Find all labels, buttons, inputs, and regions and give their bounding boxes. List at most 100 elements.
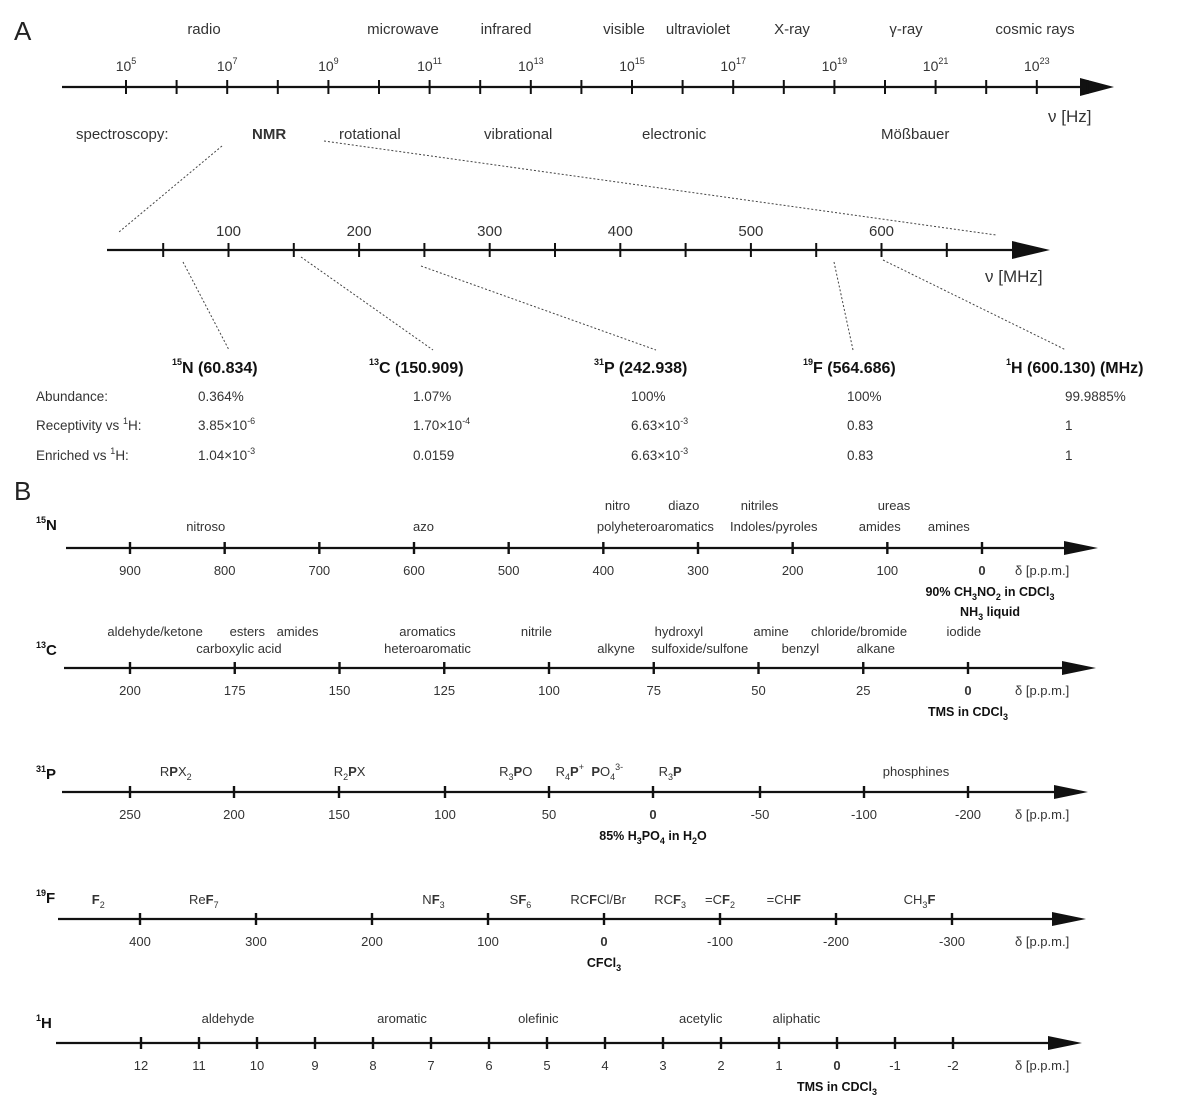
scale-axis-arrow xyxy=(1064,541,1098,555)
region-label-4: ultraviolet xyxy=(666,21,731,38)
scale-unit: δ [p.p.m.] xyxy=(1015,563,1069,578)
scale-axis-arrow xyxy=(1054,785,1088,799)
mhz-axis-tick-labels: 100 200 300 400 500 600 xyxy=(216,223,894,240)
scale-unit: δ [p.p.m.] xyxy=(1015,807,1069,822)
scale-tick-label: -100 xyxy=(707,934,733,949)
scale-tick-label: 11 xyxy=(192,1058,206,1073)
spectrum-region-labels: radio microwave infrared visible ultraviolet… xyxy=(187,21,1074,38)
shift-group-label: aldehyde xyxy=(202,1011,255,1026)
spectroscopy-electronic: electronic xyxy=(642,126,707,143)
table-cell: 1 xyxy=(1065,448,1073,463)
shift-group-label: PO43- xyxy=(591,762,623,782)
table-cell: 6.63×10-3 xyxy=(631,416,688,433)
shift-group-label: aromatic xyxy=(377,1011,427,1026)
hz-tick-label: 1017 xyxy=(720,56,746,74)
shift-group-label: R2PX xyxy=(334,764,366,782)
pointer-h1 xyxy=(882,259,1067,351)
shift-group-label: =CHF xyxy=(767,892,801,907)
shift-group-label: iodide xyxy=(946,624,981,639)
table-cell: 1.70×10-4 xyxy=(413,416,470,433)
scale-f19: 19F 400 300 200 100 0 -100 -200 -300 δ [p.p.m.] F2… xyxy=(36,888,1086,973)
hz-axis-unit: ν [Hz] xyxy=(1048,107,1091,126)
scale-tick-label: -1 xyxy=(889,1058,901,1073)
scale-c13: 13C 200 175 150 125 100 75 50 25 0 δ [p.p.m.] aldeh… xyxy=(36,624,1096,722)
pointer-n15 xyxy=(182,261,230,351)
mhz-tick-label: 500 xyxy=(738,223,763,240)
scale-tick-label: 50 xyxy=(542,807,556,822)
shift-group-label: CH3F xyxy=(904,892,936,910)
shift-group-label: nitro xyxy=(605,498,630,513)
mhz-tick-label: 400 xyxy=(608,223,633,240)
scale-tick-label: 200 xyxy=(119,683,141,698)
hz-tick-label: 1021 xyxy=(923,56,949,74)
shift-group-label: amine xyxy=(753,624,788,639)
reference-standard: TMS in CDCl3 xyxy=(797,1080,877,1097)
scale-tick-label: 100 xyxy=(477,934,499,949)
table-row-label: Enriched vs 1H: xyxy=(36,446,129,463)
scale-unit: δ [p.p.m.] xyxy=(1015,934,1069,949)
shift-group-label: hydroxyl xyxy=(655,624,704,639)
scale-p31: 31P 250 200 150 100 50 0 -50 -100 -200 δ [p.p.m.] R… xyxy=(36,762,1088,846)
table-cell: 1.04×10-3 xyxy=(198,446,255,463)
shift-group-label: =CF2 xyxy=(705,892,735,910)
table-row-label: Receptivity vs 1H: xyxy=(36,416,142,433)
scale-tick-label: 400 xyxy=(129,934,151,949)
scale-unit: δ [p.p.m.] xyxy=(1015,1058,1069,1073)
property-table: Abundance: 0.364% 1.07% 100% 100% 99.9885% Rec… xyxy=(36,389,1126,463)
scale-tick-label: 700 xyxy=(308,563,330,578)
hz-tick-label: 1011 xyxy=(417,56,442,74)
shift-group-label: chloride/bromide xyxy=(811,624,907,639)
scale-tick-label: 0 xyxy=(978,563,985,578)
scale-axis-arrow xyxy=(1048,1036,1082,1050)
scale-tick-label: 400 xyxy=(592,563,614,578)
hz-tick-label: 109 xyxy=(318,56,339,74)
shift-group-label: F2 xyxy=(92,892,105,910)
shift-group-label: polyheteroaromatics xyxy=(597,519,715,534)
shift-group-label: esters xyxy=(230,624,266,639)
scale-tick-label: 4 xyxy=(601,1058,608,1073)
region-label-7: cosmic rays xyxy=(995,21,1074,38)
spectroscopy-label: spectroscopy: xyxy=(76,126,169,143)
shift-group-label: R3PO xyxy=(499,764,532,782)
mhz-axis-unit: ν [MHz] xyxy=(985,267,1043,286)
table-row-label: Abundance: xyxy=(36,389,108,404)
scale-tick-label: 12 xyxy=(134,1058,148,1073)
table-cell: 3.85×10-6 xyxy=(198,416,255,433)
pointer-p31 xyxy=(420,265,657,351)
region-label-0: radio xyxy=(187,21,220,38)
scale-tick-label: 250 xyxy=(119,807,141,822)
scale-tick-label: 1 xyxy=(775,1058,782,1073)
table-cell: 1 xyxy=(1065,418,1073,433)
shift-group-label: aldehyde/ketone xyxy=(107,624,202,639)
table-cell: 100% xyxy=(631,389,666,404)
nucleus-pointer-lines xyxy=(182,256,1067,351)
table-cell: 0.0159 xyxy=(413,448,454,463)
reference-standard: 85% H3PO4 in H2O xyxy=(599,829,707,846)
mhz-tick-label: 600 xyxy=(869,223,894,240)
shift-group-label: azo xyxy=(413,519,434,534)
shift-group-label: diazo xyxy=(668,498,699,513)
scale-tick-label: 0 xyxy=(600,934,607,949)
scale-nucleus-C: 13C xyxy=(36,640,57,659)
scale-tick-label: -300 xyxy=(939,934,965,949)
panel-b-label: B xyxy=(14,476,31,506)
shift-group-label: nitriles xyxy=(741,498,779,513)
shift-group-label: amides xyxy=(859,519,901,534)
region-label-2: infrared xyxy=(481,21,532,38)
scale-tick-label: 9 xyxy=(311,1058,318,1073)
hz-tick-label: 1013 xyxy=(518,56,544,74)
zoom-line-right xyxy=(323,140,997,236)
scale-tick-label: 6 xyxy=(485,1058,492,1073)
table-cell: 0.83 xyxy=(847,448,873,463)
scale-unit: δ [p.p.m.] xyxy=(1015,683,1069,698)
scale-tick-label: -2 xyxy=(947,1058,959,1073)
table-cell: 6.63×10-3 xyxy=(631,446,688,463)
nucleus-header-P: 31P (242.938) xyxy=(594,357,687,377)
region-label-6: γ-ray xyxy=(889,21,923,38)
scale-tick-label: 10 xyxy=(250,1058,264,1073)
scale-tick-label: -200 xyxy=(823,934,849,949)
scale-tick-label: 50 xyxy=(751,683,765,698)
hz-axis-tick-labels: 105 107 109 1011 1013 1015 1017 1019 1021 1023 xyxy=(116,56,1050,74)
shift-group-label: ureas xyxy=(878,498,911,513)
